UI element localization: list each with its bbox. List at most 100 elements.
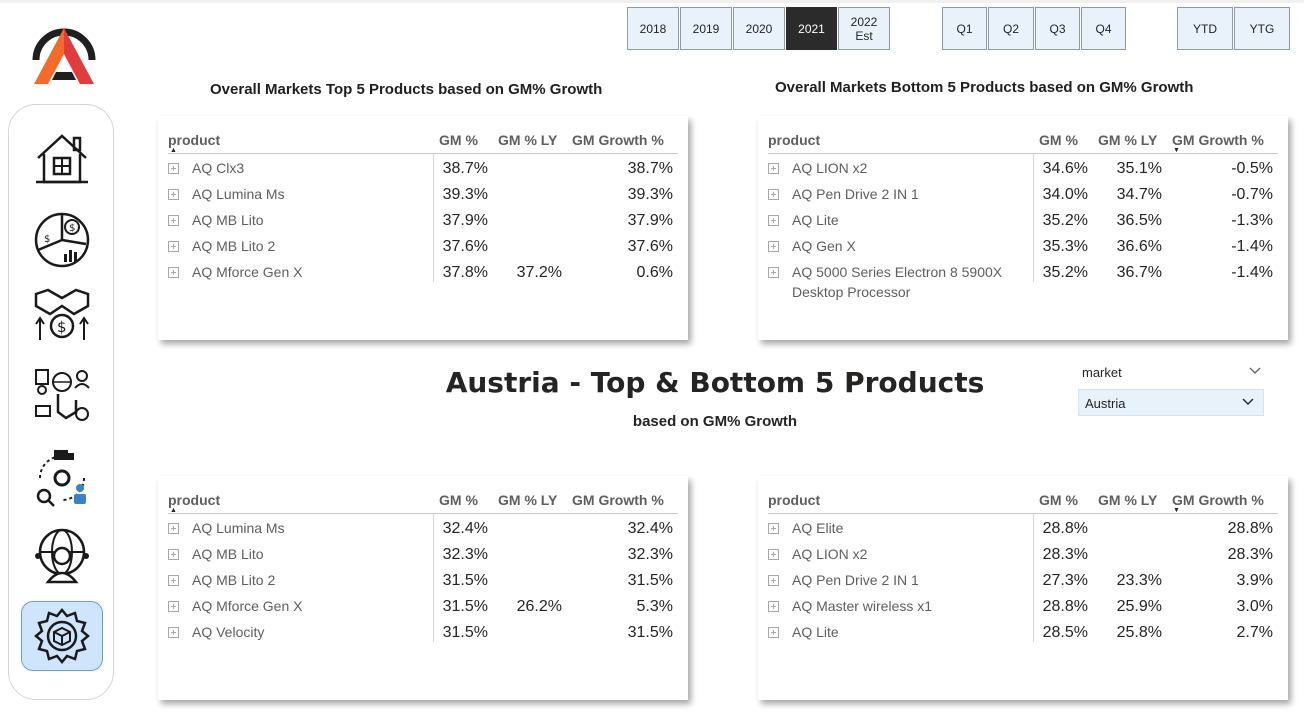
gm-value: 37.9% [442,212,488,229]
gm-value: 34.6% [1042,160,1088,177]
column-header-gm-growth[interactable]: GM Growth % [1172,492,1264,508]
expand-plus-icon[interactable] [768,215,779,226]
gm-value: 35.2% [1042,264,1088,281]
table-row[interactable]: AQ MB Lito 37.9% 37.9% [168,210,678,236]
table-row[interactable]: AQ Lite 35.2% 36.5% -1.3% [768,210,1278,236]
column-divider [433,514,434,642]
table-row[interactable]: AQ LION x2 34.6% 35.1% -0.5% [768,158,1278,184]
column-header-product[interactable]: product [168,132,221,148]
expand-plus-icon[interactable] [768,189,779,200]
quarter-q1-button[interactable]: Q1 [942,7,987,50]
table-row[interactable]: AQ Master wireless x1 28.8% 25.9% 3.0% [768,596,1278,622]
expand-plus-icon[interactable] [768,523,779,534]
table-row[interactable]: AQ MB Lito 32.3% 32.3% [168,544,678,570]
expand-plus-icon[interactable] [168,163,179,174]
table-row[interactable]: AQ Gen X 35.3% 36.6% -1.4% [768,236,1278,262]
expand-plus-icon[interactable] [768,601,779,612]
gm-value: 34.0% [1042,186,1088,203]
table-row[interactable]: AQ Lumina Ms 32.4% 32.4% [168,518,678,544]
expand-plus-icon[interactable] [768,549,779,560]
quarter-q4-button[interactable]: Q4 [1081,7,1126,50]
gm-growth-value: 32.4% [627,520,673,537]
column-header-gm[interactable]: GM % [439,132,478,148]
expand-plus-icon[interactable] [168,215,179,226]
global-user-icon[interactable] [31,525,93,587]
column-header-gm[interactable]: GM % [1039,492,1078,508]
year-2018-button[interactable]: 2018 [627,7,679,50]
expand-plus-icon[interactable] [168,601,179,612]
year-2022-est-button[interactable]: 2022 Est [838,7,890,50]
column-header-gm[interactable]: GM % [439,492,478,508]
top-border [0,0,1304,3]
gm-value: 31.5% [442,598,488,615]
ytd-button[interactable]: YTD [1177,7,1233,50]
product-name: AQ Master wireless x1 [792,598,933,614]
home-icon[interactable] [31,127,93,189]
navigation-sidebar: $ $ $ [8,104,114,700]
table-row[interactable]: AQ Pen Drive 2 IN 1 27.3% 23.3% 3.9% [768,570,1278,596]
gm-ly-value: 26.2% [516,598,562,615]
sort-arrow-icon: ▲ [170,147,177,154]
table-row[interactable]: AQ Mforce Gen X 37.8% 37.2% 0.6% [168,262,678,288]
table-row[interactable]: AQ 5000 Series Electron 8 5900X Desktop … [768,262,1278,300]
chevron-down-icon[interactable] [1248,364,1262,378]
column-header-gm-ly[interactable]: GM % LY [498,132,558,148]
expand-plus-icon[interactable] [168,523,179,534]
column-header-product[interactable]: product [768,132,821,148]
column-header-gm-growth[interactable]: GM Growth % [1172,132,1264,148]
expand-plus-icon[interactable] [168,627,179,638]
table-row[interactable]: AQ Velocity 31.5% 31.5% [168,622,678,648]
table-row[interactable]: AQ Pen Drive 2 IN 1 34.0% 34.7% -0.7% [768,184,1278,210]
gm-value: 28.8% [1042,520,1088,537]
product-name: AQ Velocity [192,624,265,640]
page-title: Austria - Top & Bottom 5 Products [445,366,985,399]
year-2021-button[interactable]: 2021 [786,7,837,50]
column-header-gm[interactable]: GM % [1039,132,1078,148]
market-dropdown[interactable]: Austria [1078,389,1264,416]
column-header-product[interactable]: product [768,492,821,508]
expand-plus-icon[interactable] [768,163,779,174]
expand-plus-icon[interactable] [768,627,779,638]
year-2020-button[interactable]: 2020 [733,7,785,50]
table-row[interactable]: AQ Clx3 38.7% 38.7% [168,158,678,184]
sales-handshake-icon[interactable]: $ [31,283,93,345]
table-row[interactable]: AQ Elite 28.8% 28.8% [768,518,1278,544]
marketing-icon[interactable] [31,365,93,427]
table-row[interactable]: AQ MB Lito 2 31.5% 31.5% [168,570,678,596]
column-header-product[interactable]: product [168,492,221,508]
table-row[interactable]: AQ Mforce Gen X 31.5% 26.2% 5.3% [168,596,678,622]
expand-plus-icon[interactable] [168,575,179,586]
gm-ly-value: 25.9% [1116,598,1162,615]
table-row[interactable]: AQ Lumina Ms 39.3% 39.3% [168,184,678,210]
expand-plus-icon[interactable] [768,241,779,252]
expand-plus-icon[interactable] [168,549,179,560]
expand-plus-icon[interactable] [168,189,179,200]
supply-chain-icon[interactable] [31,447,93,509]
table-row[interactable]: AQ LION x2 28.3% 28.3% [768,544,1278,570]
column-header-gm-ly[interactable]: GM % LY [498,492,558,508]
market-slicer-label: market [1082,365,1122,380]
ytg-button[interactable]: YTG [1234,7,1290,50]
product-name: AQ Elite [792,520,844,536]
column-header-gm-growth[interactable]: GM Growth % [572,492,664,508]
expand-plus-icon[interactable] [768,575,779,586]
gm-value: 35.3% [1042,238,1088,255]
expand-plus-icon[interactable] [768,267,779,278]
table-row[interactable]: AQ Lite 28.5% 25.8% 2.7% [768,622,1278,648]
product-name: AQ Mforce Gen X [192,264,303,280]
column-header-gm-growth[interactable]: GM Growth % [572,132,664,148]
expand-plus-icon[interactable] [168,241,179,252]
column-header-gm-ly[interactable]: GM % LY [1098,132,1158,148]
quarter-q3-button[interactable]: Q3 [1035,7,1080,50]
table-row[interactable]: AQ MB Lito 2 37.6% 37.6% [168,236,678,262]
expand-plus-icon[interactable] [168,267,179,278]
svg-text:$: $ [69,223,75,234]
year-2019-button[interactable]: 2019 [680,7,732,50]
quarter-q2-button[interactable]: Q2 [988,7,1034,50]
settings-product-icon[interactable] [21,601,103,671]
overall-top-title: Overall Markets Top 5 Products based on … [210,81,603,98]
gm-ly-value: 23.3% [1116,572,1162,589]
finance-pie-icon[interactable]: $ $ [31,209,93,271]
gm-growth-value: 5.3% [636,598,673,615]
column-header-gm-ly[interactable]: GM % LY [1098,492,1158,508]
